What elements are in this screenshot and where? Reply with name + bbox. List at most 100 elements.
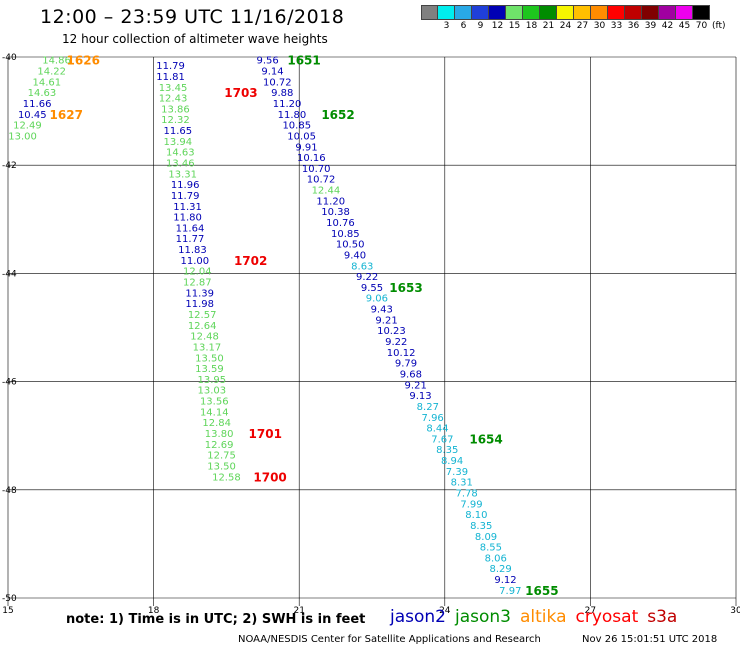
legend-label: 9 <box>477 21 484 31</box>
wave-height-point: 13.50 <box>195 353 224 364</box>
wave-height-point: 9.43 <box>371 305 393 316</box>
y-tick-label: -50 <box>2 594 17 604</box>
wave-height-point: 13.95 <box>198 375 227 386</box>
wave-height-point: 11.20 <box>273 99 302 110</box>
wave-height-point: 8.35 <box>436 445 458 456</box>
legend-label: 21 <box>542 21 555 31</box>
wave-height-point: 10.16 <box>297 153 326 164</box>
y-tick-label: -44 <box>2 269 17 279</box>
legend-label: 45 <box>678 21 691 31</box>
wave-height-point: 9.56 <box>257 56 279 67</box>
wave-height-point: 13.56 <box>200 397 229 408</box>
wave-height-point: 12.43 <box>159 94 188 105</box>
wave-height-point: 8.27 <box>417 402 439 413</box>
pass-time-label: 1655 <box>525 584 558 598</box>
wave-height-point: 12.64 <box>188 321 217 332</box>
wave-height-point: 14.63 <box>28 88 57 99</box>
y-tick-label: -46 <box>2 378 17 388</box>
wave-height-point: 8.10 <box>465 510 487 521</box>
chart-subtitle: 12 hour collection of altimeter wave hei… <box>62 32 328 46</box>
x-tick-label: 21 <box>293 606 304 616</box>
wave-height-point: 7.96 <box>422 413 444 424</box>
legend-swatch <box>693 5 710 20</box>
legend-label: 12 <box>491 21 504 31</box>
wave-height-point: 12.04 <box>183 267 212 278</box>
wave-height-point: 13.86 <box>161 104 190 115</box>
wave-height-point: 10.70 <box>302 164 331 175</box>
legend-swatch <box>421 5 438 20</box>
wave-height-point: 9.91 <box>295 142 317 153</box>
y-tick-label: -48 <box>2 486 17 496</box>
wave-height-point: 11.65 <box>164 126 193 137</box>
wave-height-point: 11.39 <box>185 288 214 299</box>
legend-swatches <box>421 5 726 20</box>
legend-swatch <box>489 5 506 20</box>
wave-height-point: 8.44 <box>426 424 448 435</box>
wave-height-point: 7.97 <box>499 586 521 597</box>
wave-height-point: 12.49 <box>13 121 42 132</box>
wave-height-point: 9.14 <box>261 67 283 78</box>
legend-label: 27 <box>576 21 589 31</box>
wave-height-point: 10.72 <box>263 77 292 88</box>
wave-height-point: 13.50 <box>207 461 236 472</box>
wave-height-point: 8.94 <box>441 456 463 467</box>
wave-height-point: 9.06 <box>366 294 388 305</box>
satellite-jason2: jason2 <box>390 607 446 627</box>
wave-height-point: 7.99 <box>460 499 482 510</box>
legend-swatch <box>455 5 472 20</box>
legend-swatch <box>523 5 540 20</box>
x-tick-label: 18 <box>148 606 160 616</box>
pass-time-label: 1654 <box>469 432 502 446</box>
wave-height-point: 9.13 <box>409 391 431 402</box>
wave-height-point: 9.55 <box>361 283 383 294</box>
wave-height-point: 10.12 <box>387 348 416 359</box>
legend-swatch <box>506 5 523 20</box>
wave-height-point: 14.63 <box>166 148 195 159</box>
wave-height-point: 9.40 <box>344 250 366 261</box>
wave-height-point: 13.45 <box>159 83 188 94</box>
wave-height-point: 10.85 <box>331 229 360 240</box>
wave-height-point: 12.58 <box>212 472 241 483</box>
wave-height-point: 11.20 <box>316 196 345 207</box>
wave-height-point: 11.66 <box>23 99 52 110</box>
satellite-cryosat: cryosat <box>575 607 639 627</box>
x-tick-label: 24 <box>439 606 451 616</box>
wave-height-point: 9.68 <box>400 369 422 380</box>
wave-height-point: 14.22 <box>37 67 66 78</box>
wave-height-point: 11.64 <box>176 223 205 234</box>
x-tick-label: 30 <box>730 606 740 616</box>
wave-height-point: 8.31 <box>451 478 473 489</box>
wave-height-point: 10.85 <box>282 121 311 132</box>
chart-title: 12:00 – 23:59 UTC 11/16/2018 <box>40 6 345 28</box>
wave-height-point: 10.38 <box>321 207 350 218</box>
wave-height-point: 7.39 <box>446 467 468 478</box>
satellite-legend: jason2 jason3 altika cryosat s3a <box>390 607 686 627</box>
legend-swatch <box>557 5 574 20</box>
wave-height-point: 13.59 <box>195 364 224 375</box>
wave-height-point: 12.87 <box>183 278 212 289</box>
pass-time-label: 1702 <box>234 254 267 268</box>
legend-label: 42 <box>661 21 674 31</box>
wave-height-point: 11.79 <box>171 191 200 202</box>
legend-label: 6 <box>460 21 467 31</box>
wave-height-point: 11.79 <box>156 61 185 72</box>
legend-label: 36 <box>627 21 640 31</box>
legend-label: 33 <box>610 21 623 31</box>
wave-height-point: 8.55 <box>480 543 502 554</box>
footer-timestamp: Nov 26 15:01:51 UTC 2018 <box>582 634 718 645</box>
wave-height-point: 13.00 <box>8 131 37 142</box>
legend-swatch <box>642 5 659 20</box>
wave-height-point: 13.03 <box>198 386 227 397</box>
pass-time-label: 1701 <box>249 427 282 441</box>
wave-height-point: 10.45 <box>18 110 47 121</box>
x-tick-label: 27 <box>585 606 596 616</box>
legend-swatch <box>676 5 693 20</box>
wave-height-point: 11.98 <box>185 299 214 310</box>
pass-time-label: 1652 <box>321 108 354 122</box>
legend-swatch <box>625 5 642 20</box>
wave-height-point: 12.84 <box>202 418 231 429</box>
wave-height-point: 13.80 <box>205 429 234 440</box>
wave-height-point: 9.12 <box>494 575 516 586</box>
wave-height-point: 9.79 <box>395 359 417 370</box>
